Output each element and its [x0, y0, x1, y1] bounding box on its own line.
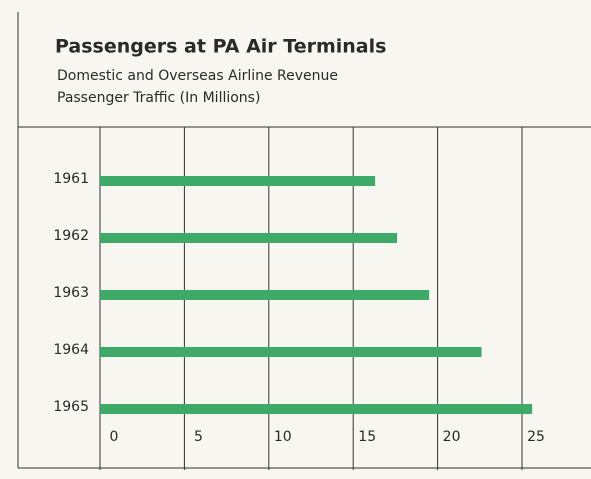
x-tick-label: 0: [110, 429, 119, 445]
chart-subtitle: Passenger Traffic (In Millions): [57, 90, 260, 106]
y-tick-label: 1963: [53, 285, 89, 301]
chart-title: Passengers at PA Air Terminals: [55, 36, 386, 58]
x-tick-label: 10: [274, 429, 292, 445]
bar: [100, 404, 533, 414]
x-tick-label: 15: [358, 429, 376, 445]
bar: [100, 233, 398, 243]
y-tick-label: 1961: [53, 171, 89, 187]
bar: [100, 176, 376, 186]
bar: [100, 347, 482, 357]
x-tick-label: 5: [194, 429, 203, 445]
chart-subtitle: Domestic and Overseas Airline Revenue: [57, 68, 338, 84]
y-tick-label: 1964: [53, 342, 89, 358]
y-tick-label: 1962: [53, 228, 89, 244]
x-tick-label: 25: [527, 429, 545, 445]
y-tick-label: 1965: [53, 399, 89, 415]
x-tick-label: 20: [443, 429, 461, 445]
bar: [100, 290, 430, 300]
